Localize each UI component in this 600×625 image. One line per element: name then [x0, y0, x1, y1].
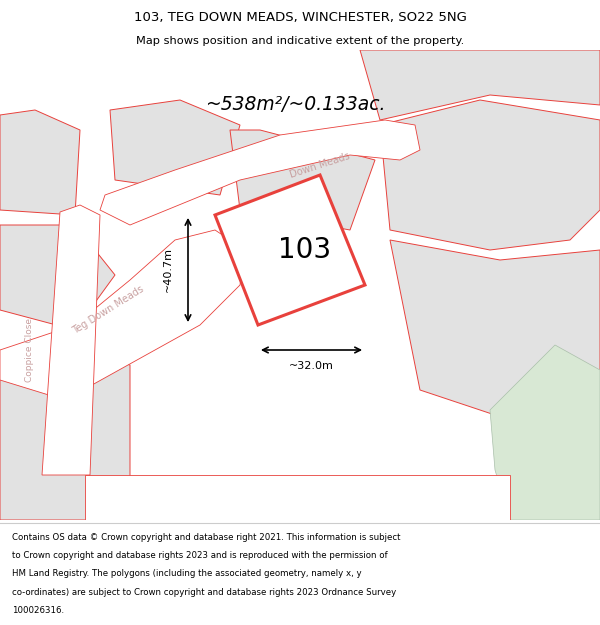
Polygon shape [380, 100, 600, 250]
Polygon shape [100, 120, 420, 225]
Polygon shape [490, 345, 600, 520]
Polygon shape [230, 130, 375, 230]
Text: 100026316.: 100026316. [12, 606, 64, 615]
Text: 103, TEG DOWN MEADS, WINCHESTER, SO22 5NG: 103, TEG DOWN MEADS, WINCHESTER, SO22 5N… [134, 11, 466, 24]
Polygon shape [0, 225, 115, 330]
Text: Contains OS data © Crown copyright and database right 2021. This information is : Contains OS data © Crown copyright and d… [12, 532, 401, 542]
Text: ~538m²/~0.133ac.: ~538m²/~0.133ac. [205, 96, 385, 114]
Text: to Crown copyright and database rights 2023 and is reproduced with the permissio: to Crown copyright and database rights 2… [12, 551, 388, 560]
Text: 103: 103 [278, 236, 331, 264]
Polygon shape [390, 240, 600, 430]
Polygon shape [0, 345, 130, 520]
Polygon shape [110, 100, 240, 195]
Polygon shape [42, 205, 100, 475]
Polygon shape [360, 50, 600, 120]
Text: Down Meads: Down Meads [289, 151, 352, 179]
Text: Teg Down Meads: Teg Down Meads [71, 284, 145, 336]
Polygon shape [0, 230, 245, 400]
Text: Map shows position and indicative extent of the property.: Map shows position and indicative extent… [136, 36, 464, 46]
Polygon shape [85, 475, 510, 520]
Text: HM Land Registry. The polygons (including the associated geometry, namely x, y: HM Land Registry. The polygons (includin… [12, 569, 362, 578]
Text: ~32.0m: ~32.0m [289, 361, 334, 371]
Polygon shape [215, 175, 365, 325]
Text: ~40.7m: ~40.7m [163, 248, 173, 292]
Polygon shape [0, 110, 80, 215]
Text: co-ordinates) are subject to Crown copyright and database rights 2023 Ordnance S: co-ordinates) are subject to Crown copyr… [12, 588, 396, 597]
Text: Coppice Close: Coppice Close [25, 318, 35, 382]
